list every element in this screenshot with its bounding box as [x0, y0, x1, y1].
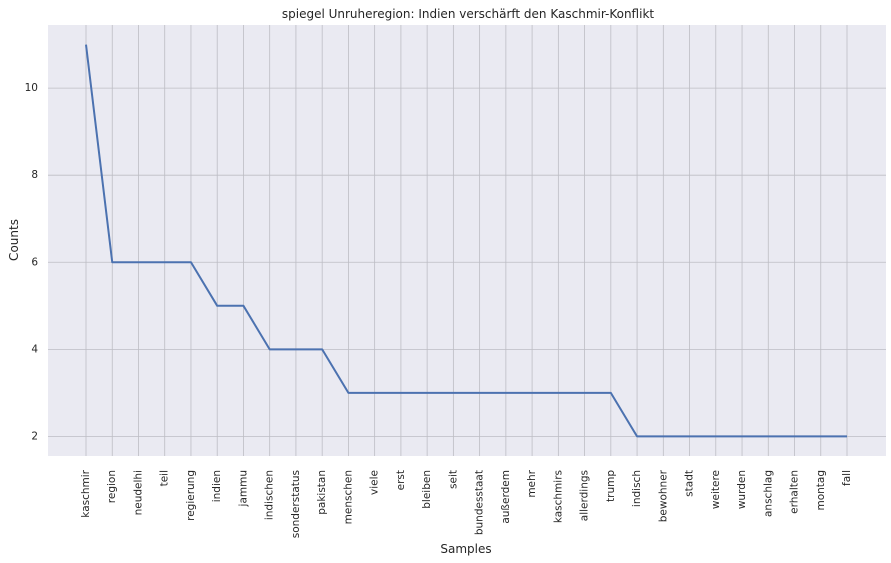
x-tick-label: regierung — [185, 470, 197, 521]
x-tick-label: indien — [211, 470, 223, 502]
series-line — [85, 44, 847, 438]
x-tick-label: teil — [159, 470, 171, 486]
chart-title: spiegel Unruheregion: Indien verschärft … — [282, 7, 655, 21]
y-tick-label: 4 — [31, 343, 38, 355]
x-tick-label: kaschmir — [80, 469, 92, 517]
x-tick-label: stadt — [684, 470, 696, 497]
x-tick-label: region — [106, 470, 118, 503]
x-tick-label: sonderstatus — [290, 470, 302, 538]
x-tick-label: viele — [369, 470, 381, 495]
x-tick-label: bundesstaat — [474, 470, 486, 535]
x-tick-label: fall — [841, 470, 853, 486]
x-tick-label: bewohner — [657, 469, 669, 522]
x-tick-label: wurden — [736, 470, 748, 509]
x-tick-label: neudelhi — [132, 470, 144, 515]
x-tick-label: erhalten — [789, 470, 801, 514]
y-tick-label: 6 — [31, 256, 38, 268]
x-tick-labels: kaschmir region neudelhi teil regierung indie… — [80, 469, 853, 538]
x-tick-label: jammu — [237, 470, 249, 507]
x-tick-label: pakistan — [316, 470, 328, 515]
x-tick-label: mehr — [526, 469, 538, 497]
x-tick-label: trump — [605, 470, 617, 502]
plot-area — [48, 25, 886, 456]
y-tick-label: 8 — [31, 169, 38, 181]
x-gridlines — [85, 25, 848, 456]
x-tick-label: anschlag — [762, 470, 774, 517]
x-tick-label: bleiben — [421, 470, 433, 509]
x-tick-label: seit — [447, 470, 459, 489]
x-tick-label: außerdem — [500, 470, 512, 524]
series-group — [85, 44, 848, 438]
x-axis-label: Samples — [440, 542, 491, 556]
x-tick-label: montag — [815, 470, 827, 511]
x-tick-label: allerdings — [579, 470, 591, 521]
x-tick-label: weitere — [710, 470, 722, 509]
y-axis-label: Counts — [7, 219, 21, 261]
y-tick-label: 2 — [31, 430, 38, 442]
x-tick-label: kaschmirs — [552, 470, 564, 523]
x-tick-label: erst — [395, 470, 407, 490]
x-tick-label: indisch — [631, 470, 643, 507]
y-tick-labels: 2 4 6 8 10 — [25, 82, 39, 442]
y-tick-label: 10 — [25, 82, 38, 94]
x-tick-label: indischen — [264, 470, 276, 520]
x-tick-label: menschen — [342, 470, 354, 524]
